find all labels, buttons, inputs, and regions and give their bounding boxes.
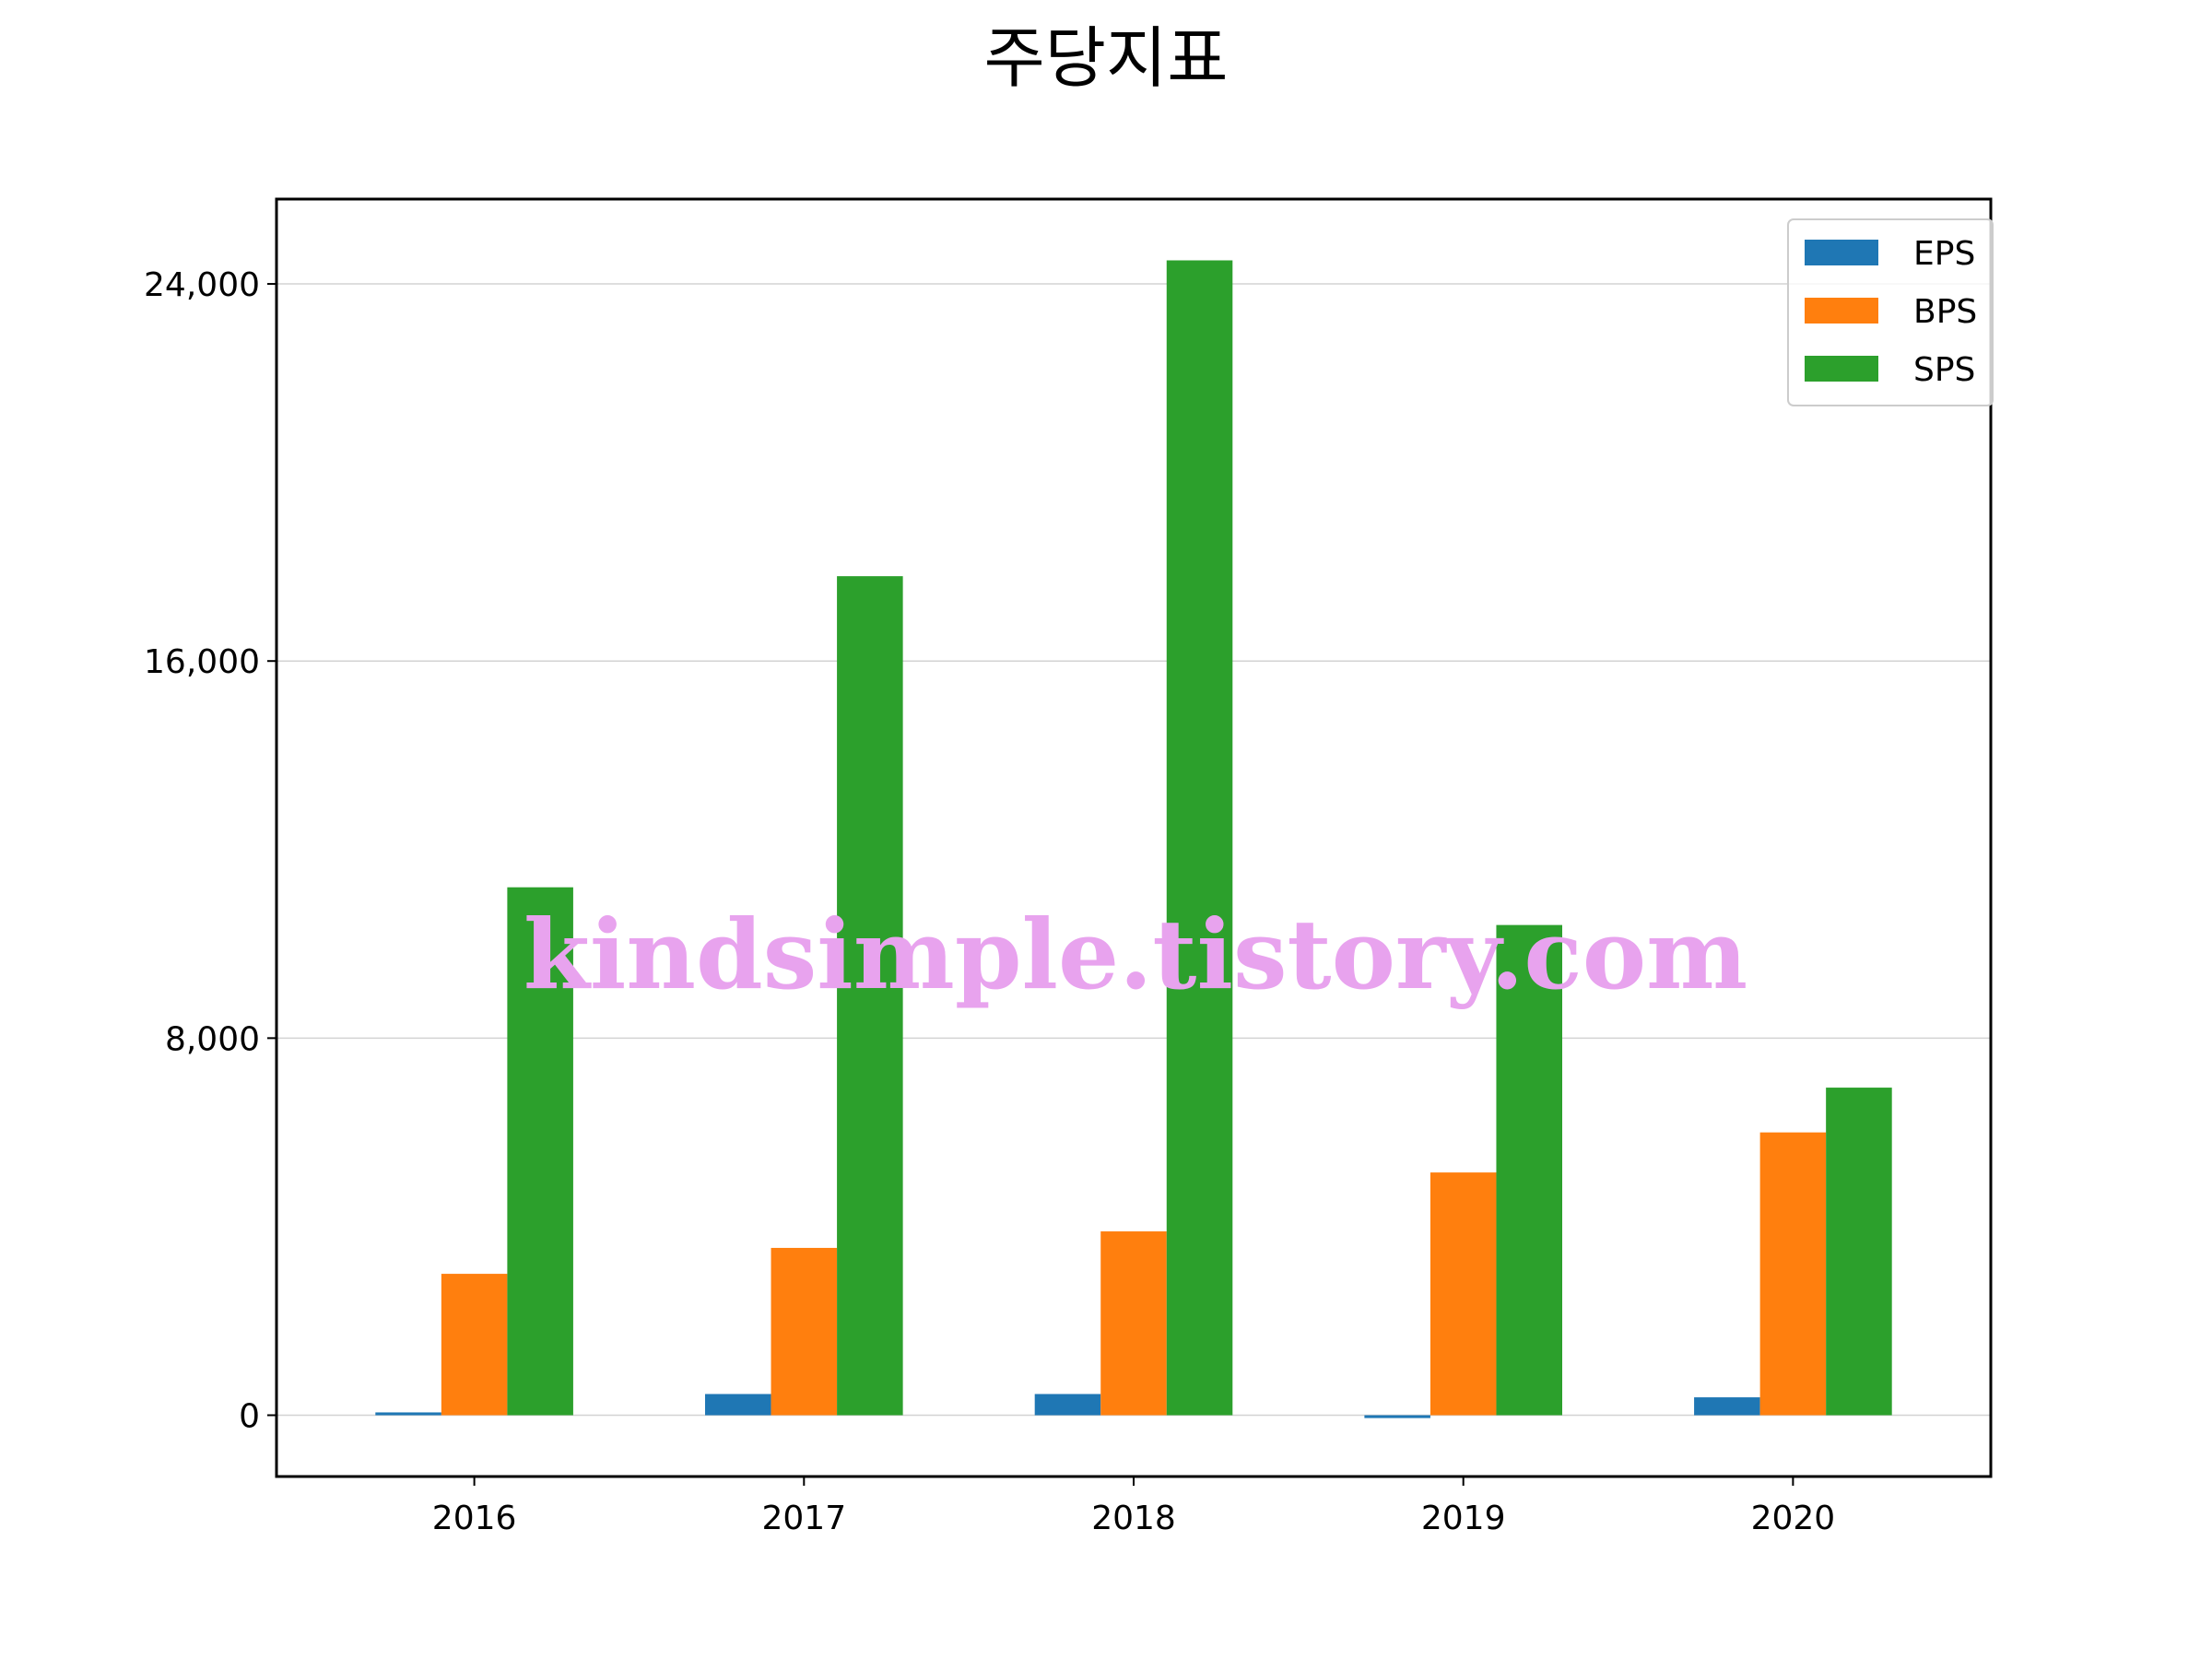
bps-legend-label: BPS xyxy=(1913,293,1977,331)
eps-bar-2017 xyxy=(705,1394,771,1416)
bps-bar-2018 xyxy=(1100,1231,1167,1416)
y-tick-label: 0 xyxy=(239,1398,260,1436)
x-axis: 2016 2017 2018 2019 2020 xyxy=(432,1477,1835,1537)
x-tick-label: 2017 xyxy=(761,1500,846,1537)
x-tick-label: 2016 xyxy=(432,1500,517,1537)
bps-bar-2017 xyxy=(771,1247,838,1416)
sps-legend-swatch xyxy=(1805,356,1878,382)
eps-bar-2019 xyxy=(1364,1415,1430,1418)
sps-bar-2019 xyxy=(1496,924,1562,1416)
sps-legend-label: SPS xyxy=(1913,351,1975,389)
sps-bar-2017 xyxy=(837,576,903,1416)
sps-bar-2016 xyxy=(507,887,573,1416)
bps-bar-2019 xyxy=(1430,1172,1497,1416)
bars xyxy=(375,260,1892,1418)
bps-bar-2016 xyxy=(441,1274,508,1416)
sps-bar-2018 xyxy=(1166,260,1233,1416)
x-tick-label: 2018 xyxy=(1091,1500,1176,1537)
y-tick-label: 24,000 xyxy=(144,266,260,304)
eps-legend-label: EPS xyxy=(1913,235,1975,273)
bps-bar-2020 xyxy=(1759,1132,1827,1416)
x-tick-label: 2019 xyxy=(1421,1500,1506,1537)
eps-bar-2018 xyxy=(1034,1394,1101,1416)
eps-bar-2020 xyxy=(1694,1397,1760,1416)
eps-legend-swatch xyxy=(1805,240,1878,265)
sps-bar-2020 xyxy=(1826,1088,1892,1416)
legend: EPS BPS SPS xyxy=(1787,218,1994,406)
eps-bar-2016 xyxy=(375,1412,441,1416)
x-tick-label: 2020 xyxy=(1751,1500,1836,1537)
y-axis: 0 8,000 16,000 24,000 xyxy=(144,266,276,1436)
watermark: kindsimple.tistory.com xyxy=(524,898,1747,1011)
chart-title: 주당지표 xyxy=(984,19,1229,97)
y-tick-label: 8,000 xyxy=(165,1020,260,1058)
bps-legend-swatch xyxy=(1805,298,1878,324)
y-tick-label: 16,000 xyxy=(144,643,260,681)
